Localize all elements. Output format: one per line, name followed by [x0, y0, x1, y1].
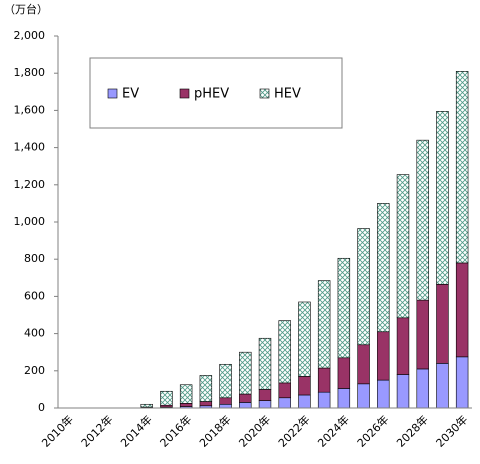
bar-segment	[396, 174, 410, 319]
bar-segment	[258, 389, 272, 401]
y-tick-label: 200	[24, 364, 45, 377]
y-tick-label: 1,000	[14, 215, 46, 228]
bar-segment	[416, 299, 429, 370]
bar-segment	[160, 390, 173, 406]
x-tick-label: 2028年	[393, 412, 430, 449]
y-tick-label: 400	[24, 327, 45, 340]
y-tick-label: 2,000	[14, 29, 46, 42]
bar-segment	[337, 357, 351, 389]
bar-segment	[179, 384, 193, 404]
bar-segment	[298, 394, 311, 409]
legend-label: EV	[122, 87, 139, 102]
bar-segment	[357, 383, 370, 409]
x-tick-label: 2024年	[315, 412, 352, 449]
bar-segment	[199, 375, 213, 402]
bar-segment	[455, 71, 469, 264]
bar-segment	[179, 403, 193, 407]
y-tick-label: 1,800	[14, 66, 46, 79]
bar-segment	[436, 111, 449, 285]
legend-label: HEV	[274, 87, 301, 102]
x-tick-label: 2010年	[39, 412, 76, 449]
bar-segment	[377, 379, 390, 409]
bar-segment	[377, 203, 390, 333]
bar-segment	[258, 337, 272, 390]
bar-segment	[278, 397, 291, 409]
x-tick-label: 2030年	[433, 412, 470, 449]
x-tick-label: 2012年	[78, 412, 115, 449]
legend-label: pHEV	[194, 87, 229, 102]
x-tick-label: 2022年	[275, 412, 312, 449]
bar-segment	[396, 374, 410, 409]
bar-segment	[357, 228, 370, 346]
bar-segment	[455, 356, 469, 409]
y-tick-label: 600	[24, 289, 45, 302]
y-tick-label: 800	[24, 252, 45, 265]
bar-segment	[337, 257, 351, 359]
bar-segment	[219, 397, 232, 405]
bar-segment	[416, 368, 429, 409]
legend-swatch	[107, 88, 118, 99]
y-tick-label: 1,200	[14, 178, 46, 191]
bar-segment	[396, 317, 410, 375]
bar-segment	[199, 401, 213, 407]
bar-segment	[455, 262, 469, 358]
legend-swatch	[259, 88, 270, 99]
x-tick-label: 2026年	[354, 412, 391, 449]
x-tick-label: 2020年	[236, 412, 273, 449]
bar-segment	[278, 382, 291, 399]
bar-segment	[317, 391, 331, 409]
bar-segment	[416, 139, 429, 301]
bar-segment	[436, 363, 449, 409]
bar-segment	[377, 331, 390, 381]
bar-segment	[298, 376, 311, 396]
bar-segment	[239, 393, 252, 403]
bar-segment	[317, 280, 331, 369]
bar-segment	[219, 363, 232, 399]
bar-segment	[317, 367, 331, 393]
bar-segment	[278, 320, 291, 384]
y-tick-label: 1,600	[14, 103, 46, 116]
x-tick-label: 2016年	[157, 412, 194, 449]
legend-box	[89, 57, 343, 129]
bar-segment	[140, 403, 153, 408]
bar-segment	[298, 301, 311, 377]
bar-segment	[337, 388, 351, 409]
bar-segment	[357, 344, 370, 385]
y-tick-label: 1,400	[14, 141, 46, 154]
bar-segment	[436, 284, 449, 364]
y-tick-label: 0	[38, 401, 45, 414]
bar-segment	[219, 403, 232, 409]
bar-segment	[239, 402, 252, 409]
y-unit: （万台）	[4, 2, 48, 16]
legend-swatch	[179, 88, 190, 99]
bar-segment	[258, 400, 272, 409]
x-tick-label: 2014年	[117, 412, 154, 449]
bar-segment	[239, 351, 252, 395]
x-tick-label: 2018年	[196, 412, 233, 449]
